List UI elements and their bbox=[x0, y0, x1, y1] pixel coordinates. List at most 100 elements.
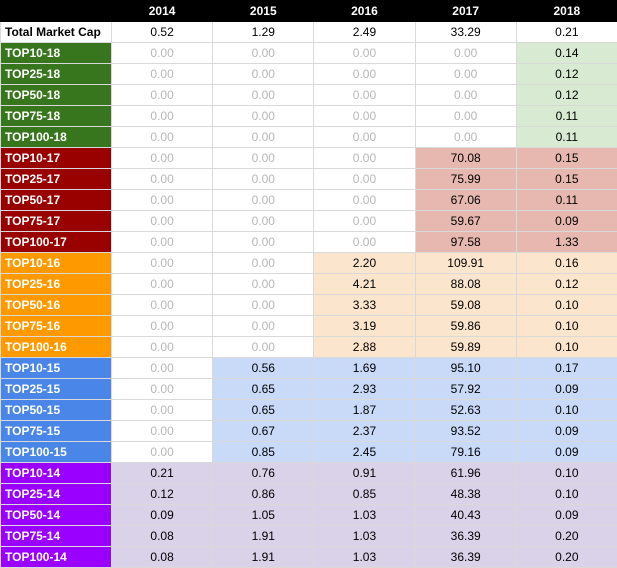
value-cell[interactable]: 0.11 bbox=[516, 127, 617, 148]
column-header-2016[interactable]: 2016 bbox=[314, 1, 415, 22]
value-cell[interactable]: 0.20 bbox=[516, 547, 617, 568]
value-cell[interactable]: 0.00 bbox=[314, 127, 415, 148]
value-cell[interactable]: 1.05 bbox=[213, 505, 314, 526]
value-cell[interactable]: 0.00 bbox=[314, 148, 415, 169]
value-cell[interactable]: 0.12 bbox=[516, 274, 617, 295]
row-label-cell[interactable]: TOP50-16 bbox=[1, 295, 112, 316]
row-label-cell[interactable]: TOP100-16 bbox=[1, 337, 112, 358]
value-cell[interactable]: 0.00 bbox=[112, 64, 213, 85]
value-cell[interactable]: 0.00 bbox=[112, 379, 213, 400]
value-cell[interactable]: 0.00 bbox=[213, 169, 314, 190]
value-cell[interactable]: 0.00 bbox=[415, 43, 516, 64]
value-cell[interactable]: 2.93 bbox=[314, 379, 415, 400]
value-cell[interactable]: 3.33 bbox=[314, 295, 415, 316]
value-cell[interactable]: 0.00 bbox=[112, 85, 213, 106]
row-label-cell[interactable]: TOP75-17 bbox=[1, 211, 112, 232]
value-cell[interactable]: 2.20 bbox=[314, 253, 415, 274]
value-cell[interactable]: 2.88 bbox=[314, 337, 415, 358]
value-cell[interactable]: 0.00 bbox=[213, 295, 314, 316]
value-cell[interactable]: 0.17 bbox=[516, 358, 617, 379]
value-cell[interactable]: 0.12 bbox=[516, 85, 617, 106]
value-cell[interactable]: 0.00 bbox=[415, 85, 516, 106]
value-cell[interactable]: 95.10 bbox=[415, 358, 516, 379]
row-label-cell[interactable]: TOP10-15 bbox=[1, 358, 112, 379]
value-cell[interactable]: 0.09 bbox=[516, 379, 617, 400]
value-cell[interactable]: 93.52 bbox=[415, 421, 516, 442]
value-cell[interactable]: 0.21 bbox=[112, 463, 213, 484]
value-cell[interactable]: 97.58 bbox=[415, 232, 516, 253]
value-cell[interactable]: 0.10 bbox=[516, 463, 617, 484]
value-cell[interactable]: 61.96 bbox=[415, 463, 516, 484]
value-cell[interactable]: 0.00 bbox=[213, 85, 314, 106]
value-cell[interactable]: 0.65 bbox=[213, 379, 314, 400]
value-cell[interactable]: 0.56 bbox=[213, 358, 314, 379]
value-cell[interactable]: 1.29 bbox=[213, 22, 314, 43]
value-cell[interactable]: 0.00 bbox=[112, 232, 213, 253]
value-cell[interactable]: 0.00 bbox=[112, 316, 213, 337]
value-cell[interactable]: 0.00 bbox=[314, 190, 415, 211]
value-cell[interactable]: 0.00 bbox=[112, 421, 213, 442]
value-cell[interactable]: 0.86 bbox=[213, 484, 314, 505]
row-label-cell[interactable]: TOP50-14 bbox=[1, 505, 112, 526]
value-cell[interactable]: 2.49 bbox=[314, 22, 415, 43]
value-cell[interactable]: 0.15 bbox=[516, 169, 617, 190]
row-label-cell[interactable]: TOP75-14 bbox=[1, 526, 112, 547]
value-cell[interactable]: 0.00 bbox=[213, 43, 314, 64]
value-cell[interactable]: 40.43 bbox=[415, 505, 516, 526]
value-cell[interactable]: 0.00 bbox=[314, 43, 415, 64]
value-cell[interactable]: 0.00 bbox=[415, 127, 516, 148]
row-label-cell[interactable]: TOP75-16 bbox=[1, 316, 112, 337]
value-cell[interactable]: 0.00 bbox=[213, 274, 314, 295]
value-cell[interactable]: 0.00 bbox=[314, 106, 415, 127]
row-label-cell[interactable]: TOP10-14 bbox=[1, 463, 112, 484]
value-cell[interactable]: 0.10 bbox=[516, 295, 617, 316]
value-cell[interactable]: 4.21 bbox=[314, 274, 415, 295]
value-cell[interactable]: 0.10 bbox=[516, 337, 617, 358]
row-label-cell[interactable]: TOP100-18 bbox=[1, 127, 112, 148]
value-cell[interactable]: 1.87 bbox=[314, 400, 415, 421]
corner-cell[interactable] bbox=[1, 1, 112, 22]
row-label-cell[interactable]: TOP25-16 bbox=[1, 274, 112, 295]
value-cell[interactable]: 109.91 bbox=[415, 253, 516, 274]
column-header-2015[interactable]: 2015 bbox=[213, 1, 314, 22]
value-cell[interactable]: 59.89 bbox=[415, 337, 516, 358]
value-cell[interactable]: 0.00 bbox=[213, 253, 314, 274]
value-cell[interactable]: 0.11 bbox=[516, 106, 617, 127]
value-cell[interactable]: 0.00 bbox=[112, 106, 213, 127]
value-cell[interactable]: 0.00 bbox=[213, 232, 314, 253]
row-label-cell[interactable]: TOP10-18 bbox=[1, 43, 112, 64]
value-cell[interactable]: 0.20 bbox=[516, 526, 617, 547]
value-cell[interactable]: 0.12 bbox=[112, 484, 213, 505]
value-cell[interactable]: 79.16 bbox=[415, 442, 516, 463]
value-cell[interactable]: 0.09 bbox=[516, 211, 617, 232]
value-cell[interactable]: 0.00 bbox=[213, 316, 314, 337]
value-cell[interactable]: 0.00 bbox=[213, 127, 314, 148]
value-cell[interactable]: 0.00 bbox=[112, 295, 213, 316]
value-cell[interactable]: 36.39 bbox=[415, 526, 516, 547]
value-cell[interactable]: 0.00 bbox=[112, 253, 213, 274]
value-cell[interactable]: 0.00 bbox=[213, 190, 314, 211]
value-cell[interactable]: 36.39 bbox=[415, 547, 516, 568]
value-cell[interactable]: 57.92 bbox=[415, 379, 516, 400]
value-cell[interactable]: 1.03 bbox=[314, 526, 415, 547]
row-label-cell[interactable]: TOP10-16 bbox=[1, 253, 112, 274]
value-cell[interactable]: 59.67 bbox=[415, 211, 516, 232]
value-cell[interactable]: 70.08 bbox=[415, 148, 516, 169]
value-cell[interactable]: 0.00 bbox=[112, 400, 213, 421]
value-cell[interactable]: 0.67 bbox=[213, 421, 314, 442]
value-cell[interactable]: 0.85 bbox=[213, 442, 314, 463]
value-cell[interactable]: 0.76 bbox=[213, 463, 314, 484]
row-label-cell[interactable]: TOP50-15 bbox=[1, 400, 112, 421]
value-cell[interactable]: 1.91 bbox=[213, 526, 314, 547]
row-label-cell[interactable]: TOP25-14 bbox=[1, 484, 112, 505]
row-label-cell[interactable]: TOP50-18 bbox=[1, 85, 112, 106]
value-cell[interactable]: 0.00 bbox=[213, 211, 314, 232]
row-label-cell[interactable]: TOP100-14 bbox=[1, 547, 112, 568]
value-cell[interactable]: 0.00 bbox=[112, 358, 213, 379]
column-header-2014[interactable]: 2014 bbox=[112, 1, 213, 22]
value-cell[interactable]: 0.14 bbox=[516, 43, 617, 64]
value-cell[interactable]: 0.00 bbox=[213, 64, 314, 85]
value-cell[interactable]: 0.09 bbox=[516, 421, 617, 442]
value-cell[interactable]: 48.38 bbox=[415, 484, 516, 505]
value-cell[interactable]: 67.06 bbox=[415, 190, 516, 211]
